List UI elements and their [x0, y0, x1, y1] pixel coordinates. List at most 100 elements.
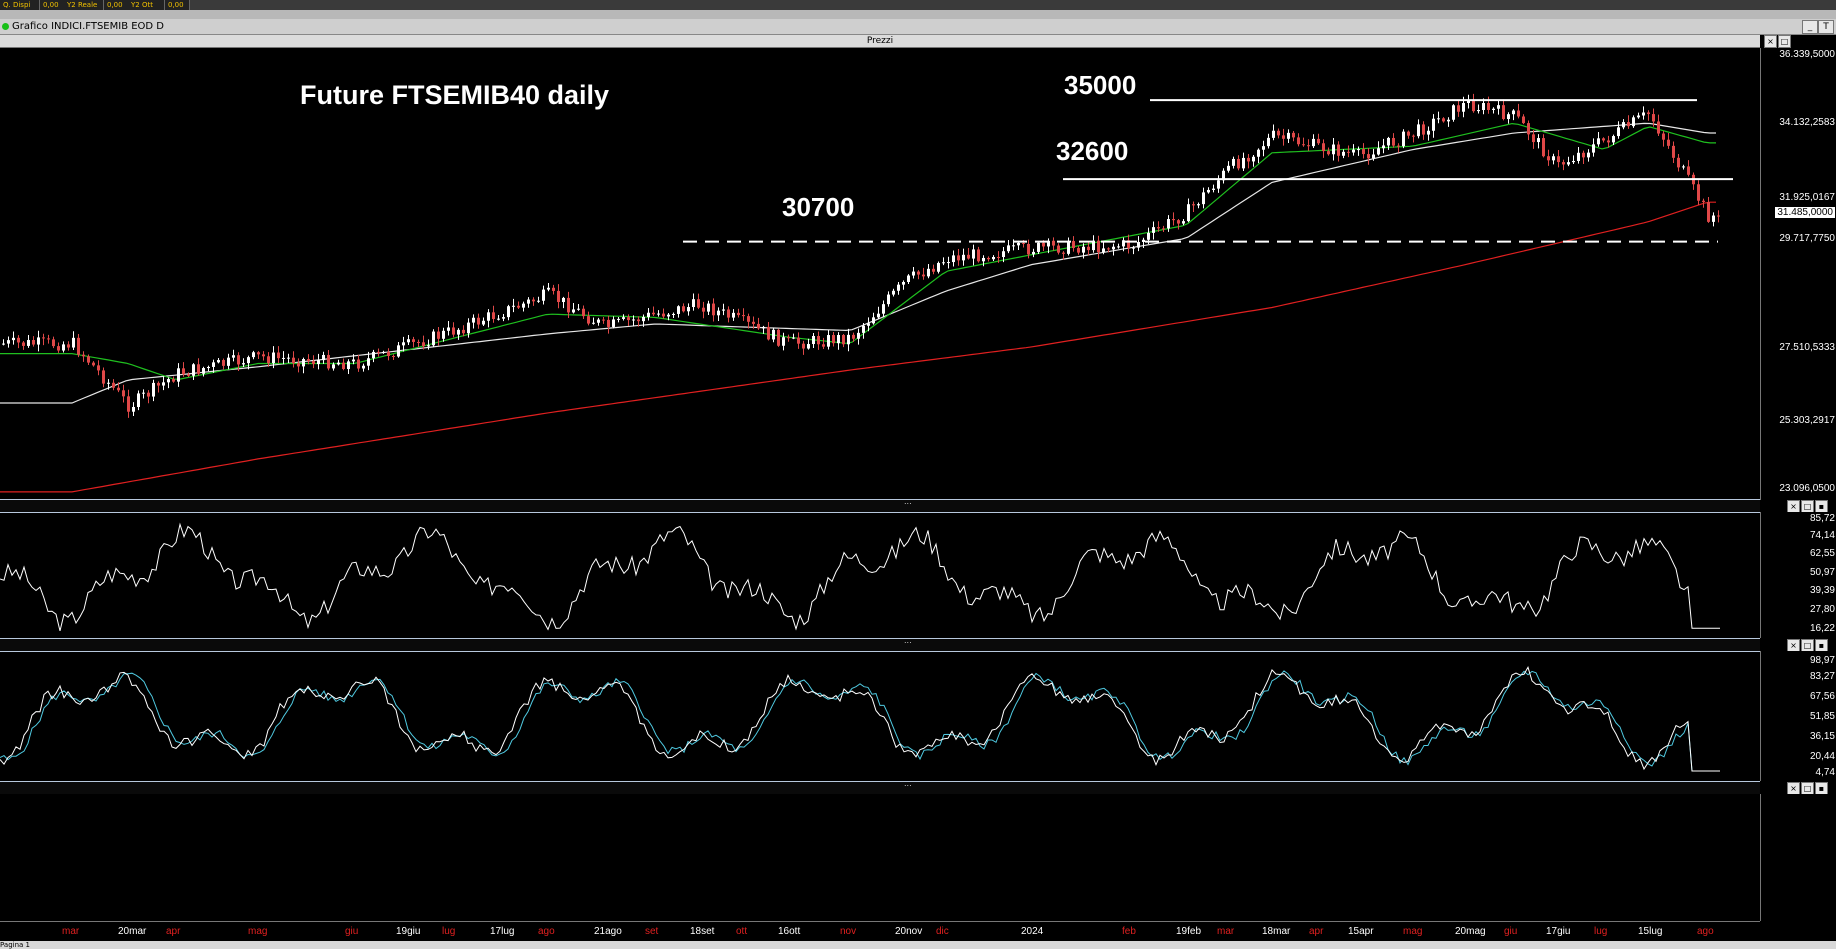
candlestick [1567, 156, 1570, 167]
rsi-tick-label: 74,14 [1809, 530, 1835, 541]
candlestick [382, 350, 385, 354]
candlestick [1332, 137, 1335, 161]
candlestick [767, 321, 770, 341]
candlestick [652, 306, 655, 316]
date-axis-label: ago [1697, 926, 1714, 937]
candlestick [982, 255, 985, 267]
pane-maximize-icon[interactable]: □ [1778, 35, 1791, 48]
candlestick [2, 339, 5, 346]
candlestick [157, 381, 160, 393]
pane-close-icon[interactable]: × [1764, 35, 1777, 48]
candlestick [1062, 251, 1065, 260]
candlestick [847, 328, 850, 352]
candlestick [182, 362, 185, 377]
candlestick [1067, 237, 1070, 256]
stochastic-scale[interactable]: 98,97 83,27 67,56 51,85 36,15 20,44 4,74 [1760, 651, 1836, 781]
candlestick [1072, 236, 1075, 252]
candlestick [1137, 236, 1140, 252]
candlestick [462, 325, 465, 337]
candlestick [1677, 153, 1680, 172]
candlestick [282, 351, 285, 365]
pane-splitter[interactable]: ... [0, 497, 1760, 513]
candlestick [672, 312, 675, 319]
candlestick [1217, 175, 1220, 193]
candlestick [1132, 245, 1135, 255]
candlestick [692, 293, 695, 311]
price-chart[interactable] [0, 48, 1760, 500]
date-axis-label: ago [538, 926, 555, 937]
chart-window-titlebar: Grafico INDICI.FTSEMIB EOD D _ T [0, 19, 1836, 35]
price-tick-label: 36.339,5000 [1779, 49, 1835, 60]
candlestick [322, 351, 325, 364]
candlestick [1257, 148, 1260, 164]
candlestick [527, 297, 530, 308]
candlestick [1002, 247, 1005, 263]
candlestick [997, 251, 1000, 263]
empty-scale [1760, 794, 1836, 921]
candlestick [837, 332, 840, 350]
candlestick [827, 329, 830, 350]
price-tick-label: 25.303,2917 [1779, 415, 1835, 426]
stoch-tick-label: 98,97 [1809, 655, 1835, 666]
date-axis-label: apr [1309, 926, 1324, 937]
pane-close-icon[interactable]: × [1787, 500, 1800, 513]
candlestick [102, 367, 105, 388]
rsi-tick-label: 50,97 [1809, 567, 1835, 578]
candlestick [1522, 114, 1525, 125]
date-axis-label: 18mar [1262, 926, 1291, 937]
candlestick [1292, 130, 1295, 142]
candlestick [1587, 149, 1590, 162]
price-pane[interactable] [0, 48, 1760, 500]
price-scale[interactable]: 36.339,5000 34.132,2583 31.925,0167 31.4… [1760, 48, 1836, 500]
candlestick [972, 244, 975, 266]
candlestick [127, 389, 130, 418]
text-tool-icon[interactable]: T [1818, 20, 1834, 34]
minimize-icon[interactable]: _ [1802, 20, 1818, 34]
candlestick [1697, 180, 1700, 205]
candlestick [1367, 147, 1370, 165]
candlestick [1197, 202, 1200, 209]
candlestick [1027, 239, 1030, 259]
candlestick [1377, 141, 1380, 156]
candlestick [752, 316, 755, 329]
candlestick [1352, 144, 1355, 156]
candlestick [1412, 134, 1415, 143]
pane-splitter[interactable]: ... [0, 636, 1760, 652]
rsi-scale[interactable]: 85,72 74,14 62,55 50,97 39,39 27,80 16,2… [1760, 512, 1836, 638]
candlestick [307, 354, 310, 365]
candlestick [162, 376, 165, 391]
candlestick [1617, 121, 1620, 139]
date-axis[interactable]: mar 20mar apr mag giu 19giu lug 17lug ago 21ago se… [0, 921, 1760, 942]
empty-indicator-pane[interactable] [0, 794, 1760, 921]
rsi-chart[interactable] [0, 512, 1760, 638]
candlestick [97, 360, 100, 376]
candlestick [542, 285, 545, 305]
candlestick [932, 264, 935, 275]
candlestick [617, 317, 620, 323]
candlestick [822, 337, 825, 350]
date-axis-label: giu [345, 926, 359, 937]
date-axis-label: 16ott [778, 926, 801, 937]
pane-title: Prezzi [866, 36, 894, 46]
candlestick [52, 336, 55, 349]
candlestick [1142, 237, 1145, 249]
candlestick [22, 341, 25, 350]
pane-splitter[interactable]: ... [0, 779, 1760, 795]
candlestick [1152, 221, 1155, 240]
candlestick [1417, 119, 1420, 139]
candlestick [902, 280, 905, 290]
candlestick [27, 334, 30, 348]
candlestick [1037, 241, 1040, 254]
candlestick [1382, 138, 1385, 154]
candlestick [1267, 133, 1270, 149]
candlestick [807, 338, 810, 350]
candlestick [1242, 152, 1245, 172]
candlestick [927, 264, 930, 279]
stochastic-chart[interactable] [0, 651, 1760, 781]
candlestick [1712, 212, 1715, 227]
candlestick [42, 333, 45, 346]
candlestick [342, 358, 345, 371]
candlestick [1472, 93, 1475, 113]
candlestick [317, 353, 320, 370]
candlestick [1637, 112, 1640, 119]
